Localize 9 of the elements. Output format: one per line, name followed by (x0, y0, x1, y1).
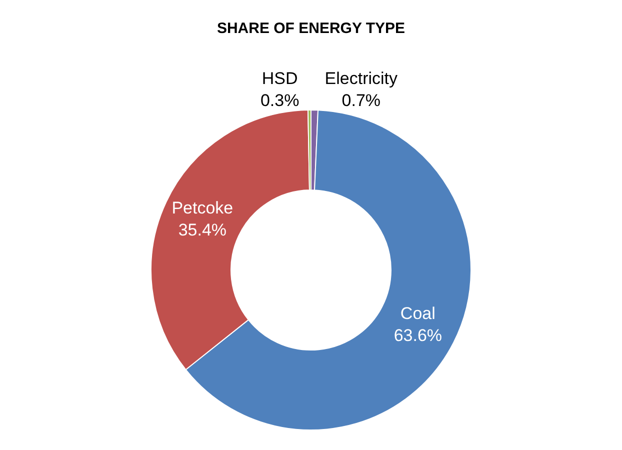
data-label: 35.4% (178, 220, 227, 240)
slice-label: Petcoke (172, 198, 234, 218)
data-label: 63.6% (394, 326, 442, 346)
data-label: 0.3% (260, 91, 300, 110)
chart-title: SHARE OF ENERGY TYPE (216, 20, 406, 37)
data-label: 0.7% (342, 91, 381, 110)
slice-label: Coal (400, 304, 436, 323)
slice-label: Electricity (324, 68, 398, 88)
slice-label: HSD (262, 68, 298, 88)
